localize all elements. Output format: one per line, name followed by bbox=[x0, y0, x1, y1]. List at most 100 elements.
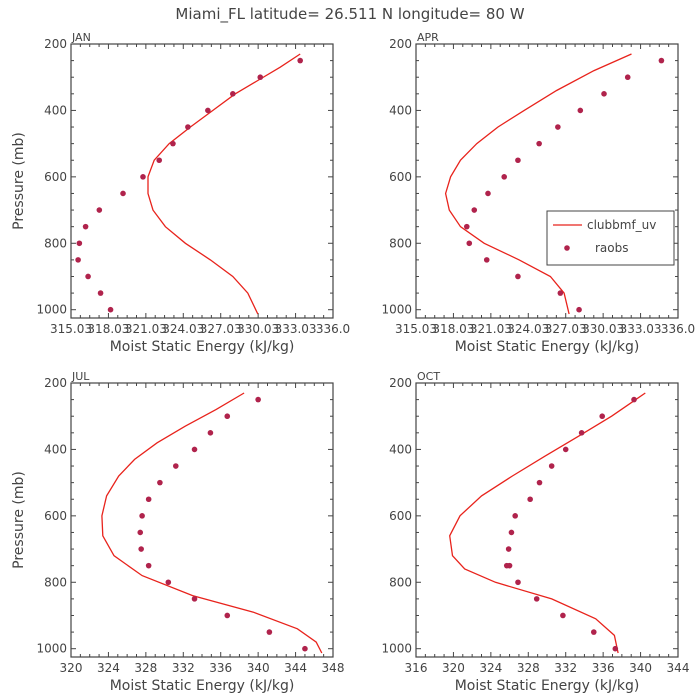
obs-point bbox=[548, 463, 555, 469]
y-tick-label: 600 bbox=[44, 509, 67, 523]
obs-point bbox=[590, 629, 597, 635]
legend-box bbox=[546, 210, 675, 266]
x-tick-label: 328 bbox=[517, 661, 540, 675]
obs-point bbox=[145, 562, 152, 569]
plot-frame bbox=[70, 382, 334, 658]
y-tick-label: 200 bbox=[44, 37, 67, 51]
x-tick-label: 332 bbox=[172, 661, 195, 675]
panel-title: OCT bbox=[417, 370, 440, 383]
x-tick-label: 316 bbox=[405, 661, 428, 675]
panel-title: JUL bbox=[71, 370, 90, 383]
x-tick-label: 327.03 bbox=[545, 322, 587, 336]
x-tick-label: 324.03 bbox=[162, 322, 204, 336]
obs-point bbox=[302, 645, 308, 652]
model-line bbox=[449, 392, 646, 654]
obs-point bbox=[82, 223, 89, 230]
obs-point bbox=[96, 207, 103, 213]
x-tick-label: 315.03 bbox=[395, 322, 437, 336]
x-tick-label: 348 bbox=[322, 661, 345, 675]
obs-point bbox=[512, 513, 518, 519]
obs-point bbox=[224, 612, 231, 619]
x-axis-label: Moist Static Energy (kJ/kg) bbox=[110, 339, 295, 355]
panels: JAN315.03318.03321.03324.03327.03330.033… bbox=[11, 31, 695, 694]
obs-point bbox=[527, 496, 533, 503]
obs-point bbox=[463, 223, 470, 230]
x-tick-label: 320 bbox=[60, 661, 83, 675]
obs-point bbox=[508, 529, 515, 536]
obs-point bbox=[139, 513, 145, 519]
obs-point bbox=[297, 57, 303, 64]
obs-point bbox=[185, 124, 191, 130]
x-tick-label: 336 bbox=[592, 661, 615, 675]
x-tick-label: 318.03 bbox=[87, 322, 129, 336]
y-tick-label: 400 bbox=[44, 103, 67, 117]
x-tick-label: 324 bbox=[479, 661, 502, 675]
x-tick-label: 332 bbox=[554, 661, 577, 675]
obs-point bbox=[85, 273, 91, 280]
x-tick-label: 321.03 bbox=[125, 322, 167, 336]
obs-point bbox=[224, 413, 231, 420]
obs-point bbox=[138, 546, 144, 552]
obs-point bbox=[555, 124, 561, 130]
x-tick-label: 336.0 bbox=[316, 322, 350, 336]
y-tick-label: 800 bbox=[44, 236, 67, 250]
x-tick-label: 320 bbox=[442, 661, 465, 675]
panel-jan: JAN315.03318.03321.03324.03327.03330.033… bbox=[11, 31, 350, 355]
obs-point bbox=[257, 74, 264, 81]
obs-point bbox=[156, 157, 163, 164]
obs-point bbox=[466, 240, 473, 247]
x-tick-label: 344 bbox=[284, 661, 307, 675]
y-tick-label: 1000 bbox=[36, 303, 67, 317]
obs-point bbox=[120, 190, 126, 197]
obs-point bbox=[165, 579, 172, 586]
obs-point bbox=[601, 91, 607, 97]
obs-point bbox=[501, 174, 508, 180]
y-tick-label: 200 bbox=[389, 376, 412, 390]
x-axis-label: Moist Static Energy (kJ/kg) bbox=[110, 678, 295, 694]
y-tick-label: 200 bbox=[44, 376, 67, 390]
obs-point bbox=[536, 140, 542, 147]
obs-point bbox=[157, 479, 163, 486]
y-tick-label: 200 bbox=[389, 37, 412, 51]
y-axis-label: Pressure (mb) bbox=[11, 471, 27, 569]
y-tick-label: 600 bbox=[44, 170, 67, 184]
figure-title: Miami_FL latitude= 26.511 N longitude= 8… bbox=[175, 5, 524, 24]
x-tick-label: 327.03 bbox=[200, 322, 242, 336]
x-tick-label: 324.03 bbox=[507, 322, 549, 336]
obs-point bbox=[173, 463, 179, 469]
obs-point bbox=[576, 306, 582, 313]
obs-point bbox=[515, 157, 521, 164]
obs-point bbox=[560, 612, 566, 619]
x-tick-label: 344 bbox=[667, 661, 690, 675]
obs-point bbox=[255, 396, 261, 403]
obs-point bbox=[536, 479, 543, 486]
obs-point bbox=[471, 207, 478, 213]
obs-point bbox=[230, 91, 236, 97]
x-tick-label: 333.03 bbox=[275, 322, 317, 336]
x-tick-label: 340 bbox=[247, 661, 270, 675]
obs-point bbox=[557, 290, 564, 296]
obs-point bbox=[577, 107, 584, 114]
obs-point bbox=[624, 74, 631, 81]
y-tick-label: 600 bbox=[389, 509, 412, 523]
panel-title: APR bbox=[417, 31, 439, 44]
plot-frame bbox=[70, 43, 334, 319]
x-tick-label: 336 bbox=[209, 661, 232, 675]
model-line bbox=[147, 53, 301, 315]
y-tick-label: 400 bbox=[389, 103, 412, 117]
obs-point bbox=[578, 430, 585, 436]
obs-point bbox=[145, 496, 152, 503]
obs-point bbox=[515, 579, 521, 586]
x-tick-label: 336.0 bbox=[661, 322, 695, 336]
obs-point bbox=[631, 396, 637, 403]
x-tick-label: 340 bbox=[629, 661, 652, 675]
panel-oct: OCT 316 320 324 328 332 336 340 344 200 400 600 800 1… bbox=[381, 370, 689, 694]
x-axis-label: Moist Static Energy (kJ/kg) bbox=[455, 678, 640, 694]
panel-title: JAN bbox=[71, 31, 91, 44]
obs-point bbox=[505, 546, 512, 552]
y-tick-label: 600 bbox=[389, 170, 412, 184]
x-tick-label: 321.03 bbox=[470, 322, 512, 336]
obs-point bbox=[137, 529, 144, 536]
model-line bbox=[101, 392, 323, 654]
